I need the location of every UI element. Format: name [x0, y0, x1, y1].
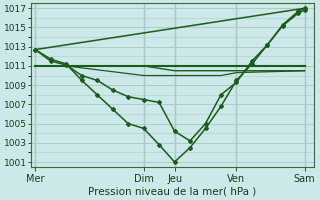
- X-axis label: Pression niveau de la mer( hPa ): Pression niveau de la mer( hPa ): [88, 187, 256, 197]
